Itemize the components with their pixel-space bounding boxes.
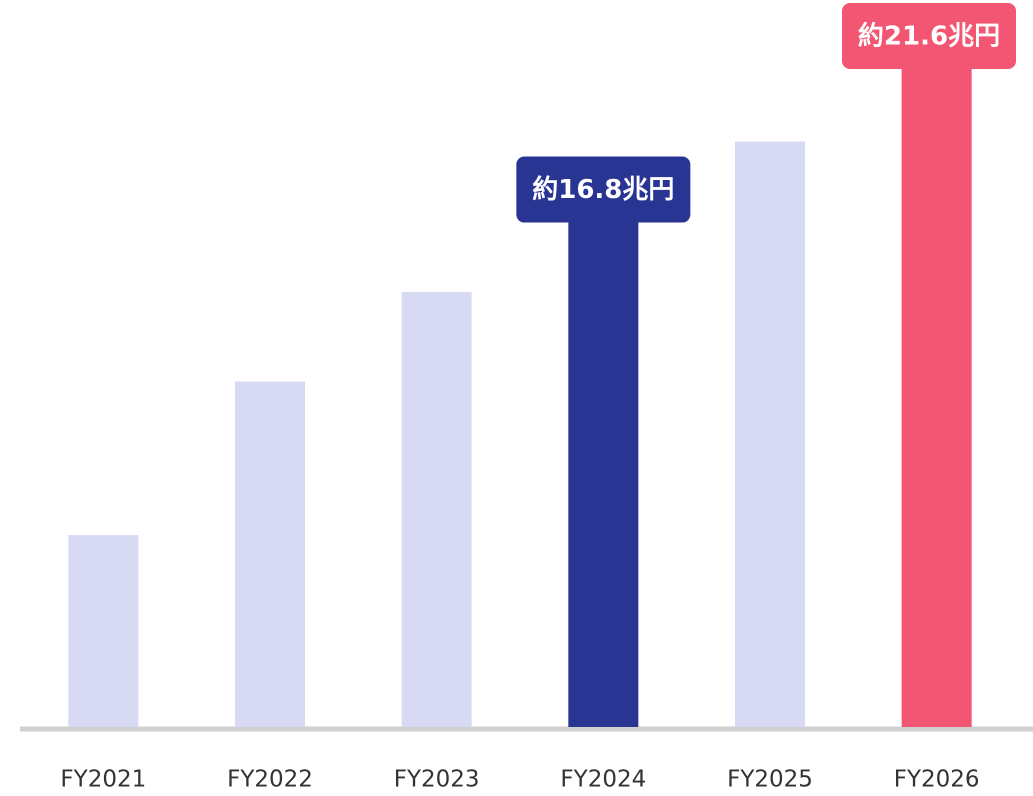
x-tick-label: FY2026 <box>894 767 980 793</box>
value-label: 約16.8兆円 <box>532 174 674 205</box>
x-tick-label: FY2022 <box>227 767 313 793</box>
x-tick-label: FY2025 <box>727 767 813 793</box>
value-label: 約21.6兆円 <box>858 21 1000 52</box>
x-tick-label: FY2023 <box>394 767 480 793</box>
value-label-box <box>516 156 691 223</box>
bar <box>735 141 805 727</box>
x-tick-label: FY2021 <box>60 767 146 793</box>
value-label-box <box>842 3 1016 69</box>
bar <box>901 36 972 727</box>
bar <box>568 189 639 728</box>
bar <box>401 291 472 727</box>
bar <box>235 381 305 727</box>
x-tick-label: FY2024 <box>560 767 646 793</box>
bar <box>68 535 139 727</box>
